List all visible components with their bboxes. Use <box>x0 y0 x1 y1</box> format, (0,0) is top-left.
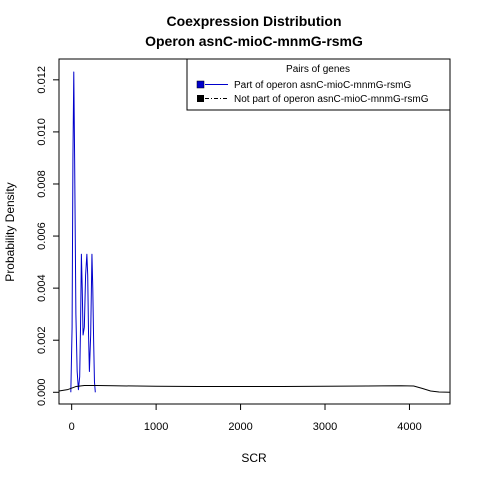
y-axis: 0.000 0.002 0.004 0.006 0.008 0.010 0.012 <box>36 66 59 406</box>
x-tick-label: 1000 <box>144 421 168 433</box>
legend: Pairs of genes Part of operon asnC-mioC-… <box>186 58 451 111</box>
x-tick-label: 2000 <box>228 421 252 433</box>
x-axis-label: SCR <box>241 451 267 465</box>
y-axis-label: Probability Density <box>3 182 17 281</box>
plot-frame <box>58 58 451 405</box>
x-tick-label: 0 <box>69 421 75 433</box>
x-axis: 0 1000 2000 3000 4000 <box>69 404 422 433</box>
chart-subtitle: Operon asnC-mioC-mnmG-rsmG <box>145 33 363 49</box>
legend-title: Pairs of genes <box>286 64 350 75</box>
legend-label-not-operon: Not part of operon asnC-mioC-mnmG-rsmG <box>234 94 429 105</box>
y-tick-label: 0.004 <box>36 274 48 302</box>
legend-swatch-not-operon <box>197 95 204 102</box>
legend-label-operon: Part of operon asnC-mioC-mnmG-rsmG <box>234 80 411 91</box>
x-tick-label: 3000 <box>313 421 337 433</box>
series-layer <box>58 71 451 393</box>
y-tick-label: 0.012 <box>36 66 48 94</box>
series-line-not-operon <box>58 385 451 393</box>
series-line-operon <box>70 71 96 393</box>
y-tick-label: 0.000 <box>36 379 48 407</box>
y-tick-label: 0.008 <box>36 170 48 198</box>
y-tick-label: 0.010 <box>36 118 48 146</box>
legend-box <box>186 58 451 111</box>
y-tick-label: 0.006 <box>36 222 48 250</box>
chart-title: Coexpression Distribution <box>166 13 341 29</box>
x-tick-label: 4000 <box>397 421 421 433</box>
legend-swatch-operon <box>196 80 205 89</box>
y-tick-label: 0.002 <box>36 326 48 354</box>
